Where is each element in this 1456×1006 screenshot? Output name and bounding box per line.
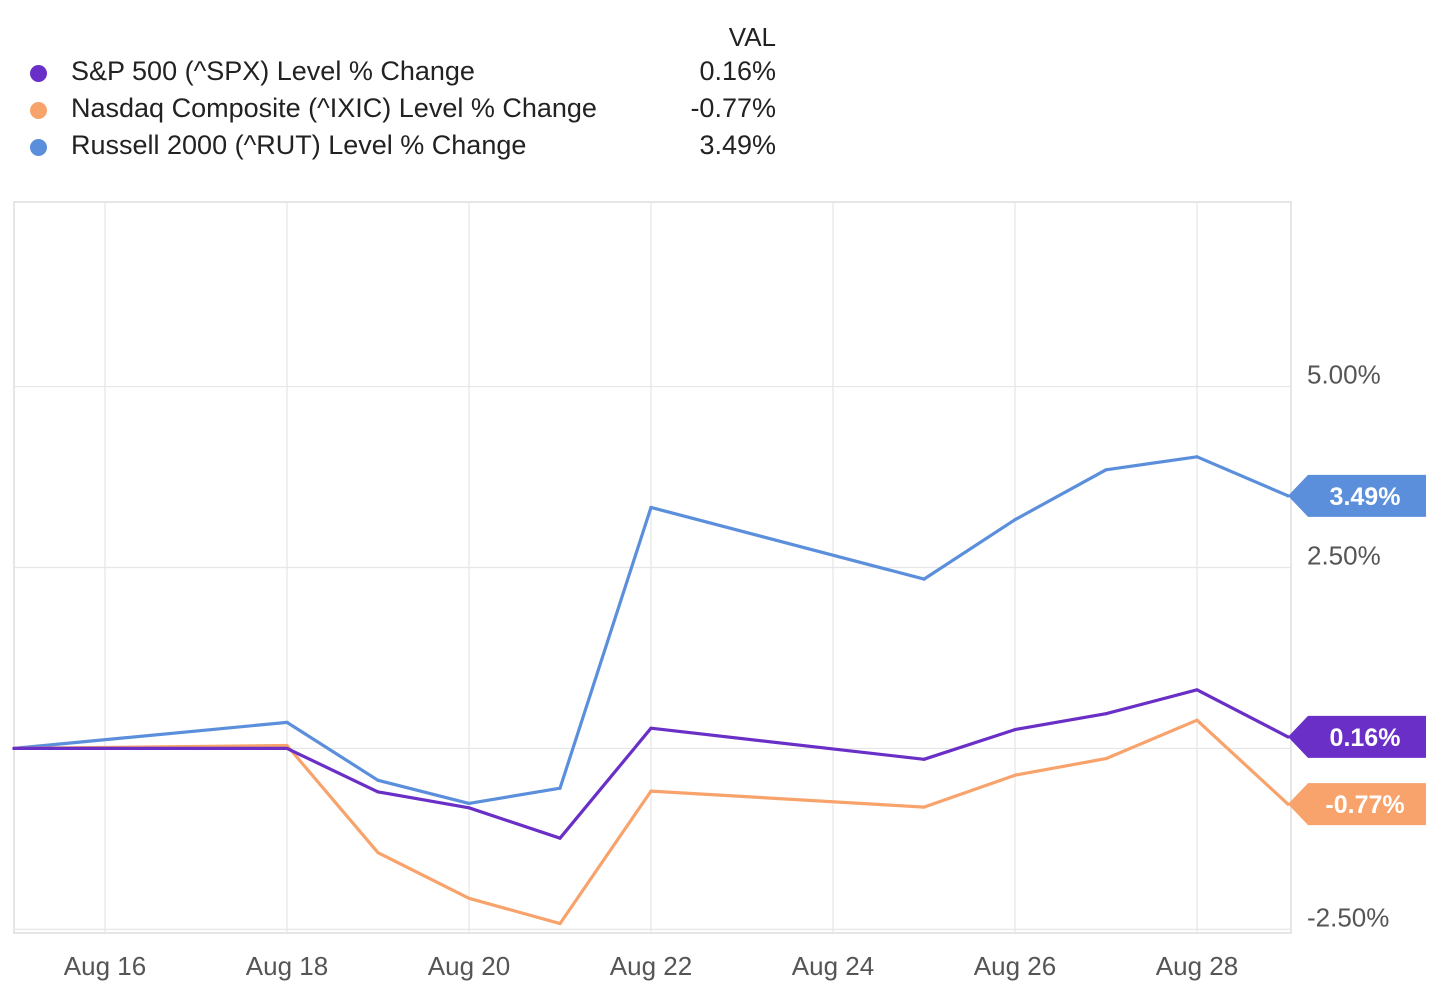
legend-value-spx: 0.16% bbox=[699, 56, 776, 86]
legend-dot-spx bbox=[30, 65, 47, 82]
x-tick-label: Aug 28 bbox=[1156, 951, 1238, 981]
series-point bbox=[467, 801, 471, 806]
series-point bbox=[1104, 756, 1108, 761]
end-label-layer: 0.16% -0.77% 3.49% bbox=[1288, 474, 1426, 826]
y-tick-label: 2.50% bbox=[1307, 541, 1381, 571]
series-point bbox=[376, 790, 380, 794]
legend-value-rut: 3.49% bbox=[699, 130, 776, 160]
series-point bbox=[1104, 468, 1108, 472]
series-point bbox=[467, 896, 471, 900]
series-point bbox=[1195, 718, 1199, 722]
x-tick-label: Aug 24 bbox=[792, 951, 874, 981]
series-point bbox=[285, 743, 289, 748]
legend-name-rut: Russell 2000 (^RUT) Level % Change bbox=[71, 130, 527, 160]
legend-name-spx: S&P 500 (^SPX) Level % Change bbox=[71, 56, 475, 86]
series-point bbox=[467, 806, 471, 810]
series-point bbox=[649, 726, 653, 730]
legend-row-rut: Russell 2000 (^RUT) Level % Change 3.49% bbox=[30, 130, 776, 166]
end-label-text: 0.16% bbox=[1330, 724, 1401, 752]
legend-header-val: VAL bbox=[728, 22, 776, 52]
x-tick-label: Aug 18 bbox=[246, 951, 328, 981]
series-point bbox=[376, 778, 380, 782]
series-point bbox=[376, 851, 380, 855]
grid-layer bbox=[13, 201, 1292, 934]
y-tick-label: 5.00% bbox=[1307, 360, 1381, 390]
series-point bbox=[922, 757, 926, 761]
x-tick-label: Aug 26 bbox=[974, 951, 1056, 981]
series-point bbox=[1195, 455, 1199, 459]
series-point bbox=[12, 746, 16, 751]
axis-layer: Aug 16 Aug 18 Aug 20 Aug 22 Aug 24 Aug 26 Aug … bbox=[64, 360, 1390, 981]
legend-dot-ixic bbox=[30, 102, 47, 119]
series-point bbox=[1104, 712, 1108, 716]
end-label-text: 3.49% bbox=[1330, 483, 1401, 511]
x-tick-label: Aug 20 bbox=[428, 951, 510, 981]
end-label-tag bbox=[1288, 474, 1426, 517]
x-tick-label: Aug 22 bbox=[610, 951, 692, 981]
series-layer bbox=[12, 455, 1290, 926]
y-tick-label: -2.50% bbox=[1307, 902, 1389, 932]
series-point bbox=[649, 789, 653, 793]
series-point bbox=[922, 577, 926, 581]
series-point bbox=[285, 720, 289, 724]
series-point bbox=[922, 805, 926, 809]
end-label-tag bbox=[1288, 715, 1426, 758]
end-label-tag bbox=[1288, 783, 1426, 826]
series-point bbox=[285, 746, 289, 751]
legend-row-spx: S&P 500 (^SPX) Level % Change 0.16% bbox=[30, 56, 776, 92]
legend-name-ixic: Nasdaq Composite (^IXIC) Level % Change bbox=[71, 93, 597, 123]
series-point bbox=[1013, 773, 1017, 777]
legend-dot-rut bbox=[30, 139, 47, 156]
series-point bbox=[558, 836, 562, 840]
end-label-text: -0.77% bbox=[1325, 791, 1404, 819]
series-point bbox=[558, 786, 562, 790]
series-point bbox=[1013, 518, 1017, 522]
chart-legend: VAL S&P 500 (^SPX) Level % Change 0.16% … bbox=[0, 0, 820, 190]
legend-row-ixic: Nasdaq Composite (^IXIC) Level % Change … bbox=[30, 93, 776, 129]
series-point bbox=[649, 505, 653, 510]
legend-value-ixic: -0.77% bbox=[690, 93, 776, 123]
series-point bbox=[558, 921, 562, 926]
series-point bbox=[1013, 728, 1017, 732]
x-tick-label: Aug 16 bbox=[64, 951, 146, 981]
series-point bbox=[1195, 688, 1199, 692]
